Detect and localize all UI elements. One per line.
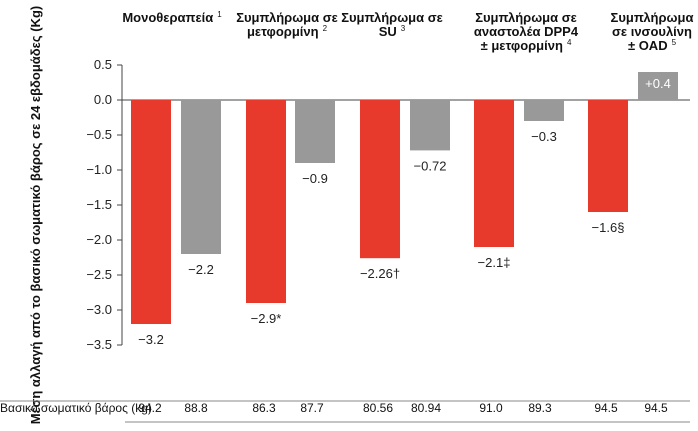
bar-red	[360, 100, 400, 259]
bar-value-label: −2.1‡	[478, 255, 511, 270]
bar-gray	[524, 100, 564, 121]
labels-layer: −3.2 −2.9* −2.26† −2.1‡ −1.6§ −2.2 −0.9 −0.72 −0…	[138, 76, 671, 347]
y-tick-label: −3.0	[86, 302, 112, 317]
bar-gray	[638, 72, 678, 100]
group-title-line: SU 3	[379, 24, 406, 39]
bar-value-label: −0.72	[414, 158, 447, 173]
bar-gray	[295, 100, 335, 163]
footnote-marker: 3	[401, 24, 406, 33]
bars-layer	[131, 72, 678, 324]
baseline-table: Βασικό σωματικό βάρος (kg)94.2 88.8 86.3 87…	[0, 400, 690, 423]
bar-value-label: −3.2	[138, 332, 164, 347]
bar-red	[246, 100, 286, 303]
footnote-marker: 5	[672, 38, 677, 47]
baseline-row-value: 88.8	[184, 401, 208, 415]
footnote-marker: 1	[217, 10, 222, 19]
y-tick-label: −1.5	[86, 197, 112, 212]
group-title-line: ± OAD 5	[628, 38, 677, 53]
bar-value-label: −2.2	[188, 262, 214, 277]
bar-value-label: +0.4	[645, 76, 671, 91]
baseline-row-label: Βασικό σωματικό βάρος (kg)	[0, 401, 152, 415]
baseline-row-value: 89.3	[528, 401, 552, 415]
y-tick-label: 0.5	[94, 57, 112, 72]
bar-value-label: −0.3	[531, 129, 557, 144]
bar-gray	[410, 100, 450, 151]
y-tick-label: −1.0	[86, 162, 112, 177]
baseline-row-value: 80.56	[363, 401, 393, 415]
y-tick-label: −2.0	[86, 232, 112, 247]
group-title-line: Συμπλήρωμα σε	[475, 10, 577, 25]
bar-gray	[181, 100, 221, 254]
y-tick-label: −3.5	[86, 337, 112, 352]
bar-red	[131, 100, 171, 324]
baseline-row-value: 91.0	[479, 401, 503, 415]
baseline-row-value: 80.94	[411, 401, 441, 415]
baseline-row-value: 86.3	[252, 401, 276, 415]
axis-layer: 0.5 0.0 −0.5 −1.0 −1.5 −2.0 −2.5 −3.0 −3.5 Μέση α…	[28, 6, 690, 424]
footnote-marker: 4	[567, 38, 572, 47]
y-tick-label: −0.5	[86, 127, 112, 142]
group-title-line: Συμπλήρωμα	[611, 10, 694, 25]
footnote-marker: 2	[323, 24, 328, 33]
y-axis-title: Μέση αλλαγή από το βασικό σωματικό βάρος…	[28, 6, 43, 424]
bar-value-label: −1.6§	[592, 220, 625, 235]
group-title-line: Συμπλήρωμα σε	[236, 10, 338, 25]
group-title-line: μετφορμίνη 2	[247, 24, 328, 39]
y-tick-label: 0.0	[94, 92, 112, 107]
bar-red	[588, 100, 628, 212]
group-title-line: σε ινσουλίνη	[612, 24, 692, 39]
group-title-line: ± μετφορμίνη 4	[481, 38, 572, 53]
y-tick-label: −2.5	[86, 267, 112, 282]
bar-value-label: −2.9*	[251, 311, 282, 326]
group-title-line: αναστολέα DPP4	[474, 24, 579, 39]
bar-value-label: −0.9	[302, 171, 328, 186]
bar-red	[474, 100, 514, 247]
baseline-row-value: 94.5	[644, 401, 668, 415]
baseline-row-value: 94.2	[138, 401, 162, 415]
group-title-line: Συμπλήρωμα σε	[341, 10, 443, 25]
baseline-row-value: 87.7	[300, 401, 324, 415]
group-title-line: Μονοθεραπεία 1	[122, 10, 222, 25]
bar-value-label: −2.26†	[360, 266, 400, 281]
baseline-row-value: 94.5	[594, 401, 618, 415]
